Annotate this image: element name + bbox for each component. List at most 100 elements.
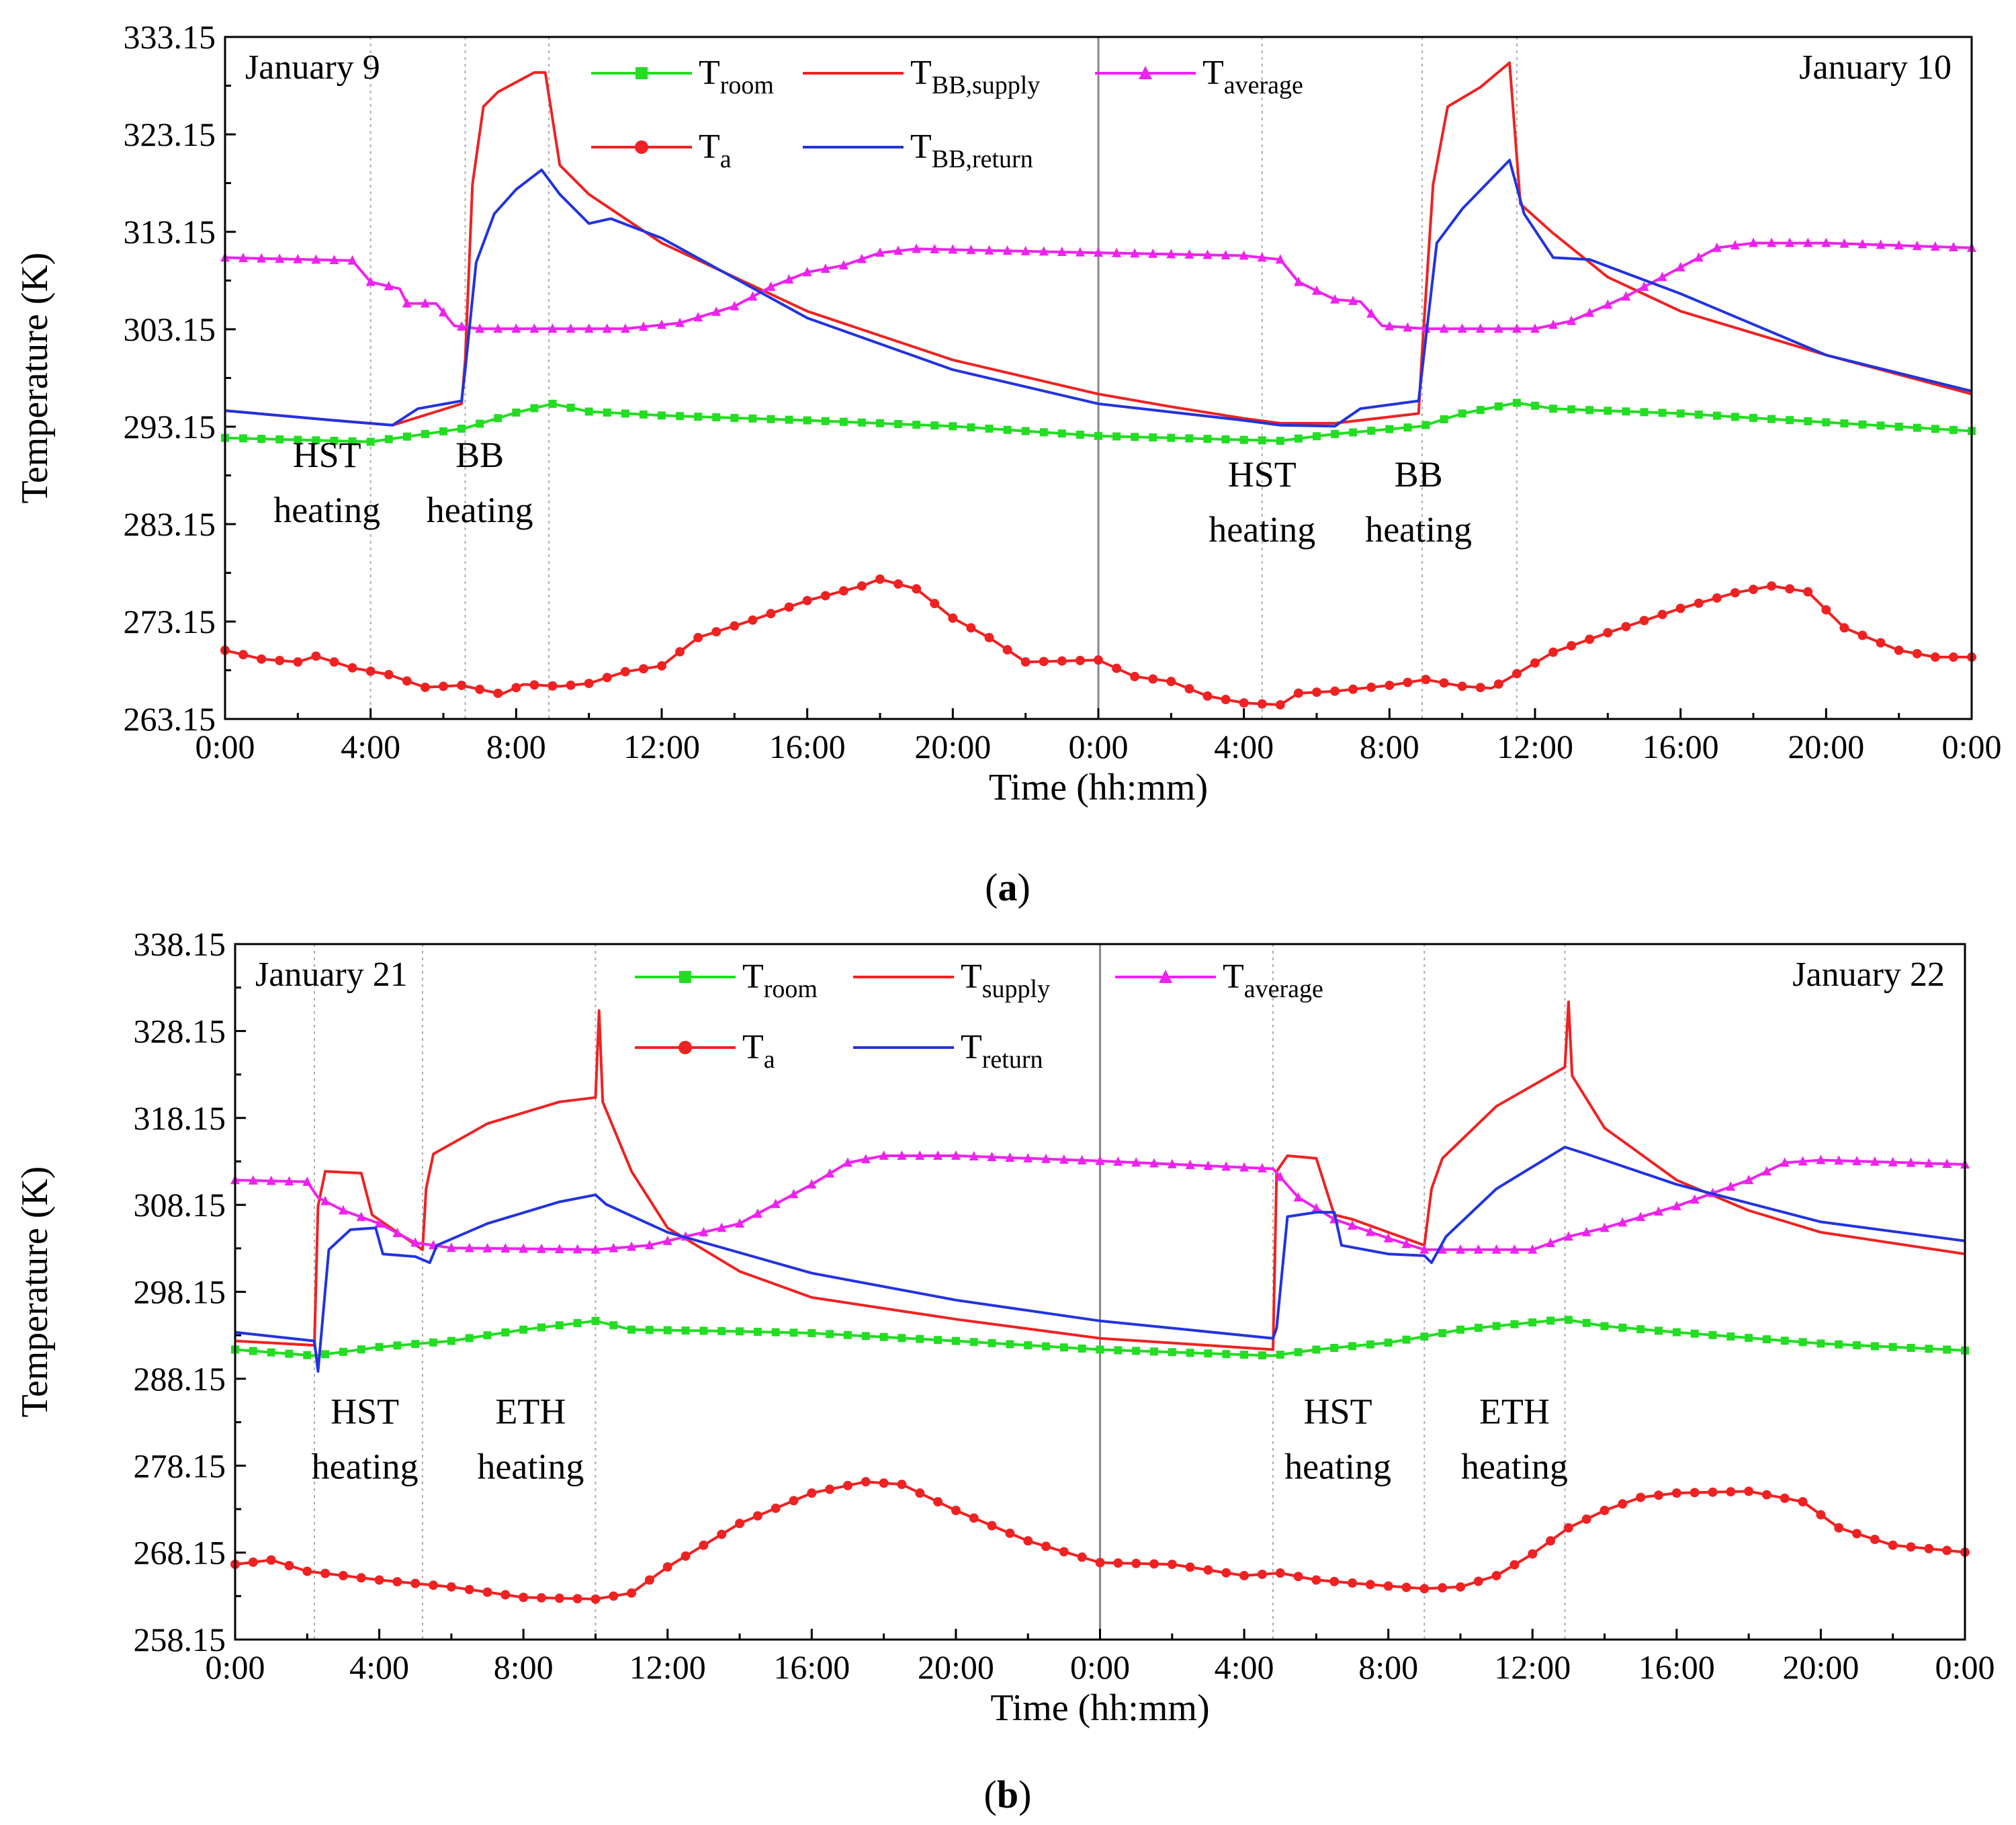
panel-a-marker-T_average bbox=[820, 263, 830, 273]
panel-a-marker-T_average bbox=[1257, 252, 1267, 262]
panel-b-marker-T_average bbox=[284, 1176, 294, 1186]
panel-b-marker-T_room bbox=[1132, 1347, 1141, 1355]
panel-b-marker-T_average bbox=[1455, 1244, 1465, 1254]
panel-b-marker-T_a bbox=[1077, 1552, 1087, 1562]
panel-a-marker-T_room bbox=[494, 414, 502, 423]
panel-a-marker-T_average bbox=[1403, 322, 1413, 332]
panel-a-marker-T_a bbox=[1857, 630, 1868, 640]
panel-a-legend-label-sub: a bbox=[720, 145, 732, 173]
panel-a-annotation-line1: HST bbox=[1228, 454, 1297, 495]
panel-a-marker-T_a bbox=[511, 683, 521, 693]
panel-b-marker-T_a bbox=[1185, 1562, 1195, 1572]
panel-b-marker-T_average bbox=[1528, 1244, 1538, 1254]
panel-a-marker-T_average bbox=[1312, 285, 1321, 295]
panel-b-marker-T_a bbox=[1239, 1570, 1250, 1580]
panel-b-marker-T_average bbox=[1023, 1152, 1033, 1162]
panel-b-marker-T_average bbox=[1275, 1171, 1285, 1181]
panel-b-marker-T_room bbox=[1870, 1342, 1879, 1351]
panel-b-marker-T_room bbox=[1618, 1323, 1627, 1332]
panel-b-marker-T_room bbox=[988, 1339, 996, 1347]
panel-b-marker-T_a bbox=[1329, 1576, 1340, 1586]
panel-b-x-tick-label: 16:00 bbox=[773, 1648, 850, 1686]
panel-a-marker-T_room bbox=[839, 417, 848, 426]
panel-b-marker-T_a bbox=[1131, 1558, 1141, 1568]
panel-a-marker-T_room bbox=[967, 423, 975, 432]
panel-b-marker-T_a bbox=[1816, 1510, 1826, 1520]
panel-b-marker-T_average bbox=[572, 1244, 582, 1254]
panel-a-marker-T_a bbox=[1876, 638, 1886, 648]
panel-a-marker-T_room bbox=[476, 419, 484, 428]
panel-a-marker-T_a bbox=[1275, 699, 1285, 710]
panel-b-marker-T_average bbox=[897, 1150, 907, 1160]
panel-a-marker-T_average bbox=[1330, 294, 1340, 304]
panel-a-marker-T_a bbox=[420, 682, 430, 692]
panel-a-marker-T_room bbox=[1822, 418, 1831, 427]
panel-a-marker-T_average bbox=[1057, 247, 1067, 257]
panel-a-marker-T_average bbox=[1148, 248, 1158, 258]
panel-b-marker-T_a bbox=[825, 1484, 835, 1494]
panel-b-marker-T_a bbox=[969, 1513, 979, 1523]
panel-a-marker-T_room bbox=[1840, 419, 1849, 428]
panel-b-marker-T_room bbox=[1528, 1318, 1537, 1327]
panel-b-marker-T_average bbox=[842, 1157, 852, 1167]
panel-a-marker-T_a bbox=[293, 657, 303, 667]
panel-a-y-tick-label: 313.15 bbox=[124, 213, 216, 251]
panel-b-marker-T_average bbox=[1870, 1156, 1880, 1166]
panel-a-marker-T_average bbox=[1948, 242, 1958, 252]
panel-a-marker-T_a bbox=[1293, 688, 1303, 698]
panel-a-marker-T_average bbox=[1202, 249, 1213, 259]
panel-b-marker-T_a bbox=[861, 1477, 871, 1487]
panel-b-marker-T_average bbox=[302, 1176, 312, 1186]
panel-a-marker-T_average bbox=[1730, 240, 1740, 250]
panel-b-marker-T_room bbox=[321, 1350, 330, 1359]
panel-a-marker-T_room bbox=[1458, 409, 1466, 418]
panel-a-marker-T_room bbox=[1622, 407, 1630, 416]
panel-b-x-tick-label: 4:00 bbox=[349, 1648, 409, 1686]
panel-a-marker-T_a bbox=[930, 599, 940, 609]
panel-b-marker-T_a bbox=[1438, 1583, 1448, 1593]
panel-a-marker-T_a bbox=[1457, 681, 1467, 691]
panel-b-marker-T_room bbox=[897, 1334, 906, 1343]
panel-b-marker-T_a bbox=[1348, 1578, 1358, 1588]
panel-b-marker-T_a bbox=[1167, 1560, 1177, 1570]
panel-a-marker-T_room bbox=[366, 437, 375, 446]
panel-a-marker-T_a bbox=[1712, 593, 1722, 603]
panel-b-marker-T_room bbox=[1943, 1345, 1952, 1354]
panel-a-marker-T_a bbox=[547, 681, 558, 691]
panel-b-marker-T_average bbox=[1438, 1244, 1448, 1254]
panel-b-legend-label-sub: supply bbox=[982, 975, 1050, 1003]
panel-a-marker-T_room bbox=[239, 434, 248, 443]
panel-b-marker-T_room bbox=[1384, 1339, 1393, 1347]
panel-a-marker-T_a bbox=[257, 654, 267, 664]
panel-a-marker-T_a bbox=[711, 627, 721, 637]
panel-a-marker-T_room bbox=[512, 408, 521, 417]
panel-a-marker-T_room bbox=[1421, 421, 1430, 429]
panel-a-marker-T_a bbox=[1257, 699, 1267, 709]
panel-b-marker-T_room bbox=[1816, 1339, 1825, 1348]
panel-b-marker-T_room bbox=[681, 1326, 690, 1335]
panel-a-marker-T_a bbox=[1403, 677, 1413, 687]
panel-b-marker-T_room bbox=[753, 1328, 762, 1336]
panel-a-x-tick-label: 4:00 bbox=[341, 728, 400, 765]
panel-b-marker-T_room bbox=[429, 1338, 438, 1347]
panel-b-marker-T_a bbox=[879, 1478, 889, 1488]
panel-b-y-tick-label: 318.15 bbox=[134, 1099, 226, 1137]
panel-b-marker-T_a bbox=[248, 1557, 258, 1567]
panel-b-marker-T_average bbox=[1311, 1203, 1321, 1213]
panel-a-marker-T_average bbox=[930, 243, 940, 253]
panel-b-marker-T_average bbox=[879, 1150, 889, 1160]
panel-b-marker-T_room bbox=[267, 1348, 275, 1357]
panel-a-marker-T_a bbox=[1493, 679, 1503, 689]
panel-a-x-tick-label: 0:00 bbox=[195, 728, 255, 765]
panel-a-marker-T_a bbox=[1002, 645, 1012, 655]
panel-a-marker-T_room bbox=[1112, 432, 1121, 441]
panel-a-marker-T_a bbox=[638, 664, 648, 674]
panel-a-marker-T_a bbox=[1894, 645, 1904, 655]
panel-a-marker-T_average bbox=[1039, 246, 1049, 256]
panel-a-marker-T_room bbox=[658, 411, 666, 420]
panel-b-marker-T_room bbox=[285, 1349, 294, 1358]
panel-a-marker-T_average bbox=[711, 306, 721, 316]
panel-a-marker-T_room bbox=[930, 421, 939, 430]
panel-a-marker-T_room bbox=[1094, 431, 1102, 440]
panel-a-marker-T_room bbox=[748, 414, 757, 423]
